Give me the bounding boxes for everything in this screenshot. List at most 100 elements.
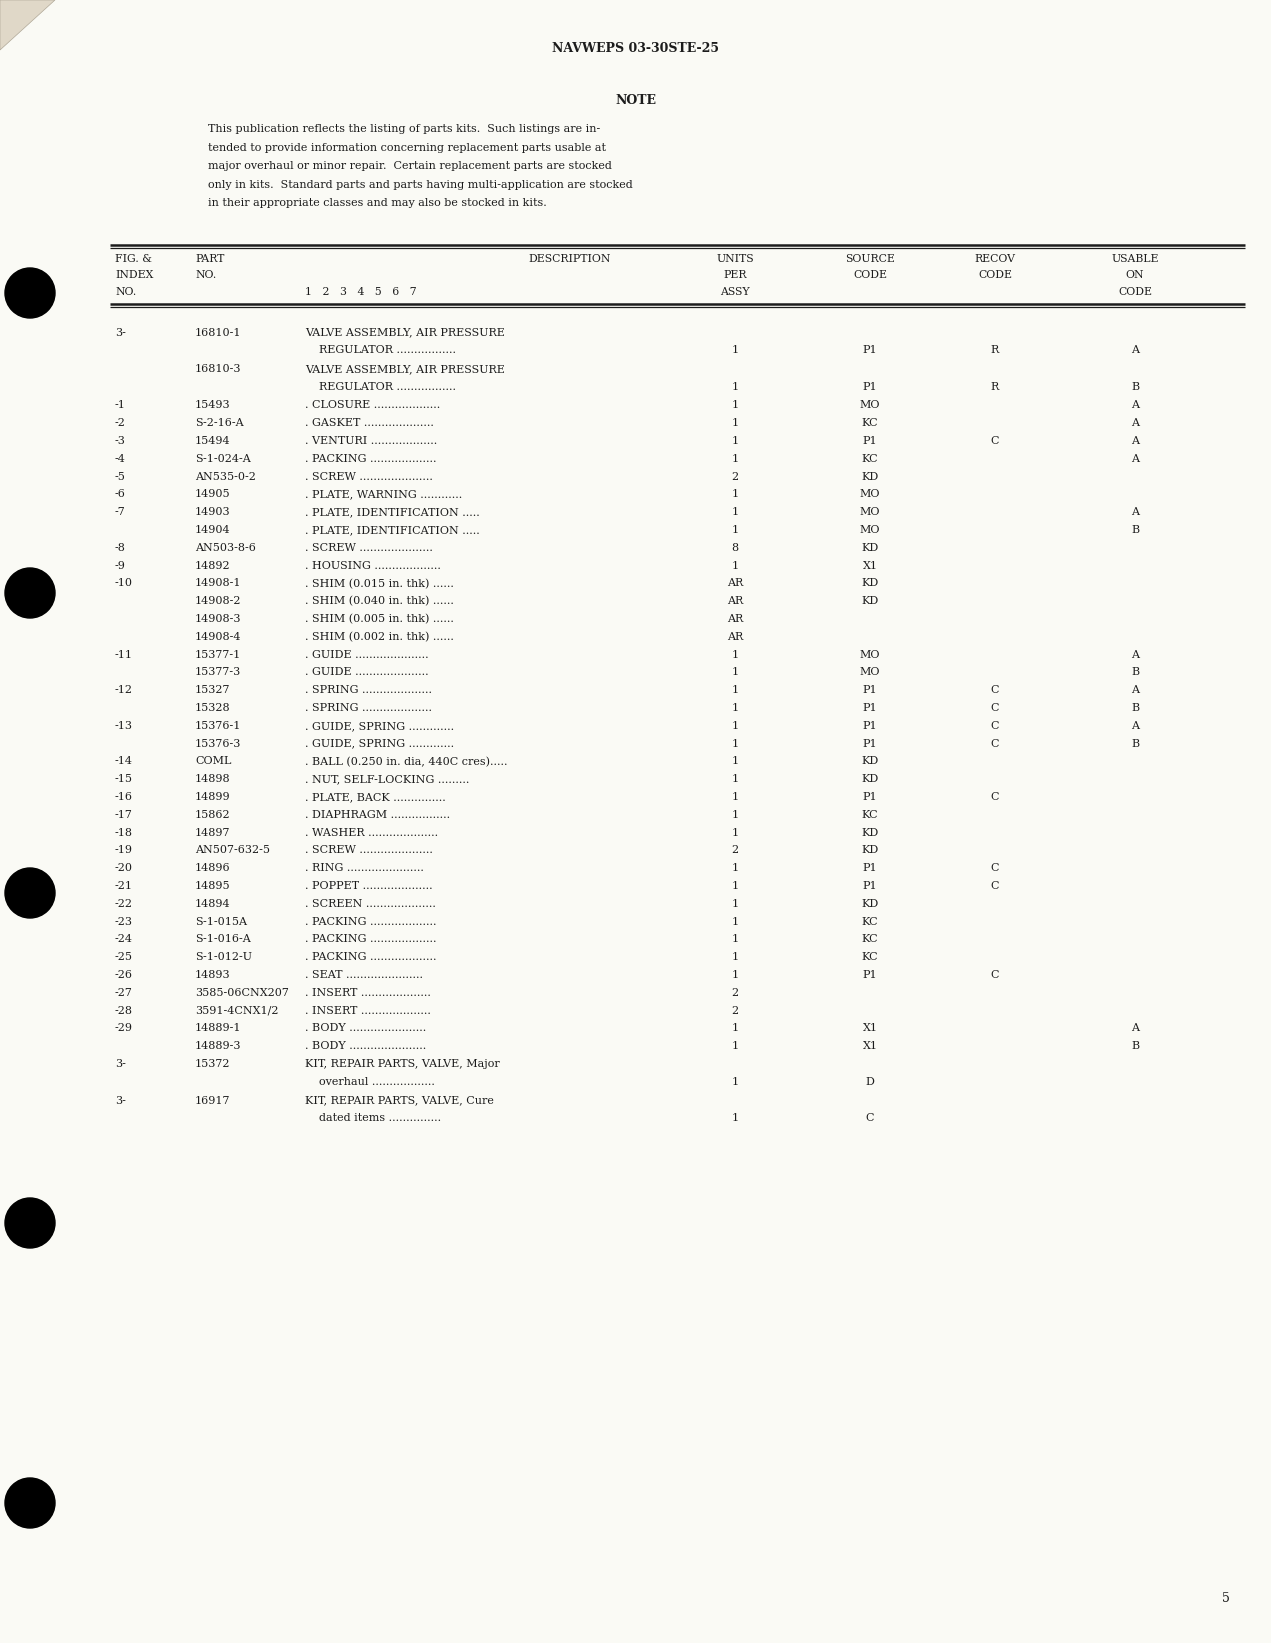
Text: VALVE ASSEMBLY, AIR PRESSURE: VALVE ASSEMBLY, AIR PRESSURE <box>305 365 505 375</box>
Text: -23: -23 <box>114 917 133 927</box>
Text: -16: -16 <box>114 792 133 802</box>
Text: 14894: 14894 <box>194 899 230 909</box>
Text: A: A <box>1131 1024 1139 1033</box>
Text: 14898: 14898 <box>194 774 230 784</box>
Text: KC: KC <box>862 953 878 963</box>
Text: P1: P1 <box>863 739 877 749</box>
Text: CODE: CODE <box>977 269 1012 279</box>
Text: This publication reflects the listing of parts kits.  Such listings are in-: This publication reflects the listing of… <box>208 123 600 135</box>
Text: AR: AR <box>727 596 744 606</box>
Text: KIT, REPAIR PARTS, VALVE, Major: KIT, REPAIR PARTS, VALVE, Major <box>305 1060 500 1070</box>
Text: B: B <box>1131 381 1139 391</box>
Text: KD: KD <box>862 774 878 784</box>
Text: 15328: 15328 <box>194 703 230 713</box>
Text: . BODY ......................: . BODY ...................... <box>305 1024 426 1033</box>
Text: AN535-0-2: AN535-0-2 <box>194 472 255 481</box>
Text: 16810-1: 16810-1 <box>194 327 241 337</box>
Text: P1: P1 <box>863 969 877 981</box>
Text: . SCREW .....................: . SCREW ..................... <box>305 542 433 554</box>
Text: -20: -20 <box>114 863 133 874</box>
Text: P1: P1 <box>863 863 877 874</box>
Text: 14908-1: 14908-1 <box>194 578 241 588</box>
Text: 14905: 14905 <box>194 490 230 499</box>
Text: -21: -21 <box>114 881 133 891</box>
Text: . SHIM (0.015 in. thk) ......: . SHIM (0.015 in. thk) ...... <box>305 578 454 588</box>
Text: KD: KD <box>862 846 878 856</box>
Text: 1: 1 <box>731 721 738 731</box>
Text: 1: 1 <box>731 419 738 429</box>
Text: P1: P1 <box>863 703 877 713</box>
Text: . CLOSURE ...................: . CLOSURE ................... <box>305 401 440 411</box>
Text: A: A <box>1131 649 1139 660</box>
Circle shape <box>5 1479 55 1528</box>
Text: -6: -6 <box>114 490 126 499</box>
Text: A: A <box>1131 401 1139 411</box>
Text: REGULATOR .................: REGULATOR ................. <box>305 345 456 355</box>
Text: 15494: 15494 <box>194 435 230 447</box>
Text: B: B <box>1131 703 1139 713</box>
Text: -1: -1 <box>114 401 126 411</box>
Text: COML: COML <box>194 756 231 767</box>
Text: overhaul ..................: overhaul .................. <box>305 1076 435 1088</box>
Text: . GUIDE .....................: . GUIDE ..................... <box>305 667 428 677</box>
Text: KC: KC <box>862 810 878 820</box>
Text: 1: 1 <box>731 453 738 463</box>
Text: DESCRIPTION: DESCRIPTION <box>529 253 611 263</box>
Text: C: C <box>991 969 999 981</box>
Text: . SEAT ......................: . SEAT ...................... <box>305 969 423 981</box>
Text: C: C <box>991 739 999 749</box>
Text: P1: P1 <box>863 435 877 447</box>
Text: -4: -4 <box>114 453 126 463</box>
Text: . BODY ......................: . BODY ...................... <box>305 1042 426 1052</box>
Text: KC: KC <box>862 419 878 429</box>
Text: KC: KC <box>862 917 878 927</box>
Text: C: C <box>991 863 999 874</box>
Text: -18: -18 <box>114 828 133 838</box>
Text: 1: 1 <box>731 667 738 677</box>
Text: S-2-16-A: S-2-16-A <box>194 419 244 429</box>
Text: R: R <box>991 381 999 391</box>
Text: KD: KD <box>862 596 878 606</box>
Text: 1: 1 <box>731 1114 738 1124</box>
Text: . SCREW .....................: . SCREW ..................... <box>305 472 433 481</box>
Text: NOTE: NOTE <box>615 94 656 107</box>
Text: MO: MO <box>859 490 881 499</box>
Text: P1: P1 <box>863 881 877 891</box>
Text: 2: 2 <box>731 1006 738 1015</box>
Text: 3-: 3- <box>114 1096 126 1106</box>
Text: S-1-015A: S-1-015A <box>194 917 247 927</box>
Text: P1: P1 <box>863 381 877 391</box>
Text: 15376-3: 15376-3 <box>194 739 241 749</box>
Text: SOURCE: SOURCE <box>845 253 895 263</box>
Text: . RING ......................: . RING ...................... <box>305 863 423 874</box>
Text: 1: 1 <box>731 1042 738 1052</box>
Text: -3: -3 <box>114 435 126 447</box>
Text: AR: AR <box>727 614 744 624</box>
Text: 5: 5 <box>1223 1592 1230 1605</box>
Text: -15: -15 <box>114 774 133 784</box>
Text: 14896: 14896 <box>194 863 230 874</box>
Text: -24: -24 <box>114 935 133 945</box>
Text: . SPRING ....................: . SPRING .................... <box>305 685 432 695</box>
Text: 15377-1: 15377-1 <box>194 649 241 660</box>
Text: 1: 1 <box>731 828 738 838</box>
Text: 1: 1 <box>731 1076 738 1088</box>
Text: MO: MO <box>859 667 881 677</box>
Text: -27: -27 <box>114 987 133 997</box>
Text: KD: KD <box>862 542 878 554</box>
Text: KC: KC <box>862 935 878 945</box>
Text: 15376-1: 15376-1 <box>194 721 241 731</box>
Text: . DIAPHRAGM .................: . DIAPHRAGM ................. <box>305 810 450 820</box>
Text: ON: ON <box>1126 269 1144 279</box>
Text: KD: KD <box>862 828 878 838</box>
Text: 3591-4CNX1/2: 3591-4CNX1/2 <box>194 1006 278 1015</box>
Text: USABLE: USABLE <box>1111 253 1159 263</box>
Text: 1: 1 <box>731 435 738 447</box>
Text: 16917: 16917 <box>194 1096 230 1106</box>
Text: -2: -2 <box>114 419 126 429</box>
Text: 2: 2 <box>731 472 738 481</box>
Text: . SHIM (0.040 in. thk) ......: . SHIM (0.040 in. thk) ...... <box>305 596 454 606</box>
Text: A: A <box>1131 435 1139 447</box>
Text: 2: 2 <box>731 987 738 997</box>
Text: CODE: CODE <box>853 269 887 279</box>
